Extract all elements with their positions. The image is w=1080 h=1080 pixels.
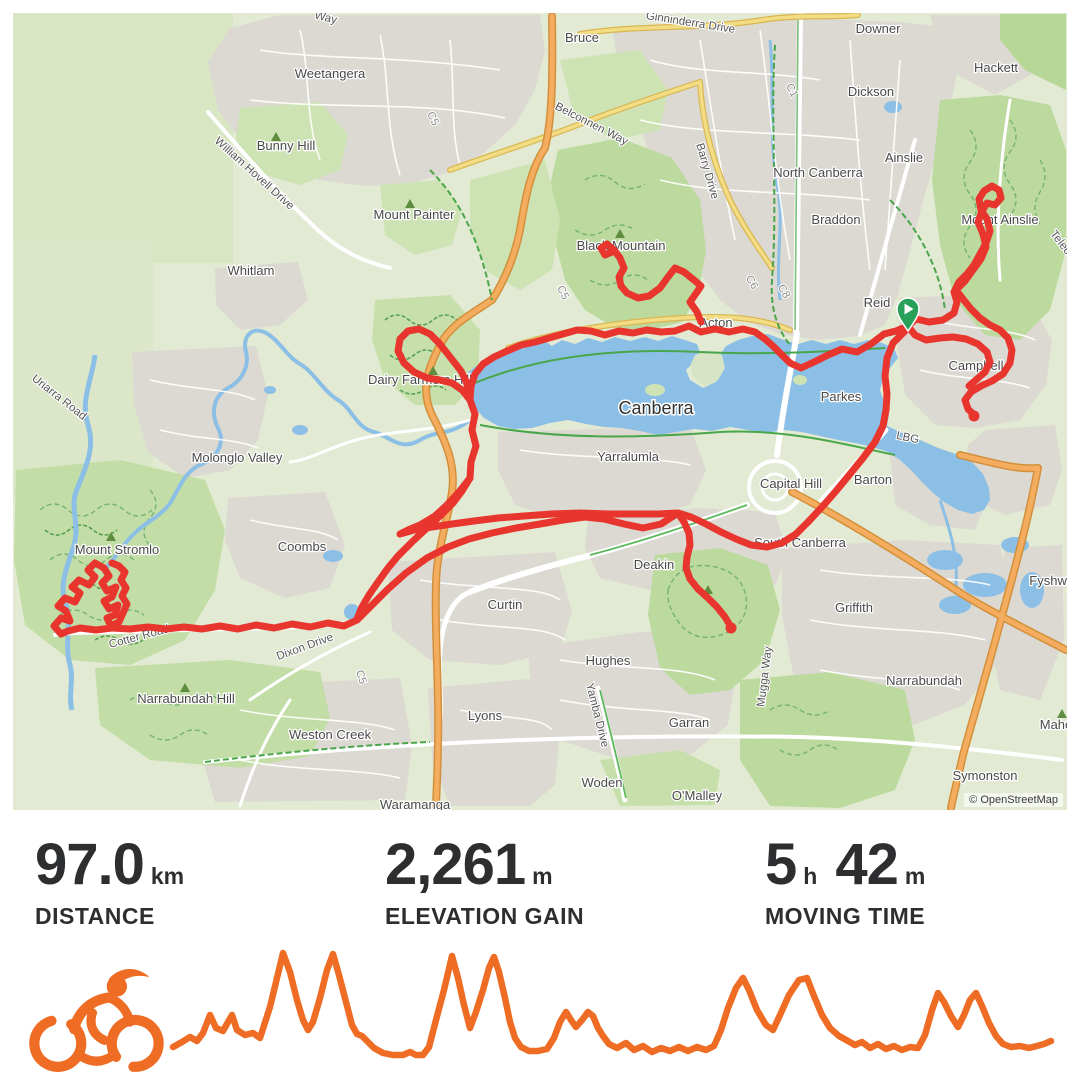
map-label: Reid [864,295,891,310]
stat-distance: 97.0 km DISTANCE [35,836,184,930]
map-label: Braddon [811,212,860,227]
route-endpoint [725,622,737,634]
map-label: Weetangera [295,66,366,81]
osm-attribution[interactable]: © OpenStreetMap [964,793,1063,807]
route-polyline [396,474,682,538]
map-label: Symonston [952,768,1017,783]
route-polyline [466,322,912,404]
peak-icon [615,229,625,238]
map-label: Parkes [821,389,862,404]
map-label: Black Mountain [577,238,666,253]
map-label: North Canberra [773,165,863,180]
elevation-profile-sparkline [169,949,1055,1059]
map-label: Waramanga [380,797,451,810]
start-pin-icon[interactable] [896,297,920,333]
route-polyline [597,240,705,326]
peak-icons [106,132,1067,718]
bushland-patch [13,13,233,263]
distance-label: DISTANCE [35,903,155,929]
route-polyline [904,322,994,390]
route-polyline [353,509,682,624]
map-label: Canberra [618,398,694,418]
moving-time-label: MOVING TIME [765,903,926,929]
map-label: Hackett [974,60,1018,75]
map-label: Campbell [949,358,1004,373]
map-label: Mount Stromlo [75,542,160,557]
map-label: Bunny Hill [257,138,316,153]
map-label: Garran [669,715,709,730]
map-label: Whitlam [228,263,275,278]
map-label: Narrabundah Hill [137,691,235,706]
map-label: LBG [895,430,920,447]
map-label: Mount Ainslie [961,212,1038,227]
map-label: Maho [1040,717,1067,732]
route-polyline [674,509,735,631]
peak-icon [1057,709,1067,718]
map-label: Downer [856,21,901,36]
route-polyline [57,616,361,638]
map-label: Coombs [278,539,327,554]
route-endpoint [968,410,980,422]
route-polyline [904,182,1005,330]
stat-elevation-gain: 2,261 m ELEVATION GAIN [385,836,584,930]
elevation-value: 2,261 m [385,832,553,897]
elevation-label: ELEVATION GAIN [385,903,585,929]
map-label: Narrabundah [886,673,962,688]
route-polyline [674,327,909,551]
route-start-marker[interactable] [896,297,920,333]
play-icon [904,303,914,315]
peak-icon [405,199,415,208]
map-label: Bruce [565,30,599,45]
map-label: Ainslie [885,150,923,165]
stat-moving-time: 5 h 42 m MOVING TIME [765,836,925,930]
elevation-polyline [169,949,1055,1059]
map-label: Dickson [848,84,894,99]
map-label: Capital Hill [760,476,822,491]
map-label: Lyons [468,708,503,723]
map-label: Molonglo Valley [192,450,283,465]
map-label: Fyshwick [1029,573,1067,588]
route-map[interactable]: Way Weetangera Bunny Hill William Hovell Dr… [13,13,1067,810]
trail-texture [39,119,1046,756]
route-polyline [952,286,1016,419]
map-label: Yarralumla [597,449,660,464]
map-label: C5 [353,669,369,686]
map-label: O'Malley [672,788,723,803]
peak-icon [180,683,190,692]
map-label: Mount Painter [374,207,456,222]
map-label: Acton [699,315,732,330]
cyclist-icon [29,969,164,1072]
peak-icon [106,532,116,541]
map-label: Curtin [488,597,523,612]
distance-value: 97.0 km [35,832,185,897]
water [60,39,1044,711]
peak-icon [428,366,438,375]
peak-icon [271,132,281,141]
bushland-patch [13,240,153,500]
route-polyline [394,325,474,404]
cycle-routes [204,19,946,799]
map-label: Woden [582,775,623,790]
map-label: Weston Creek [289,727,372,742]
route-track [50,182,1016,638]
map-label: Griffith [835,600,873,615]
route-polyline [50,559,131,638]
map-label: Deakin [634,557,674,572]
map-label: Hughes [586,653,631,668]
moving-time-value: 5 h 42 m [765,832,926,897]
map-label: Barton [854,472,892,487]
roads-minor [53,13,1064,808]
